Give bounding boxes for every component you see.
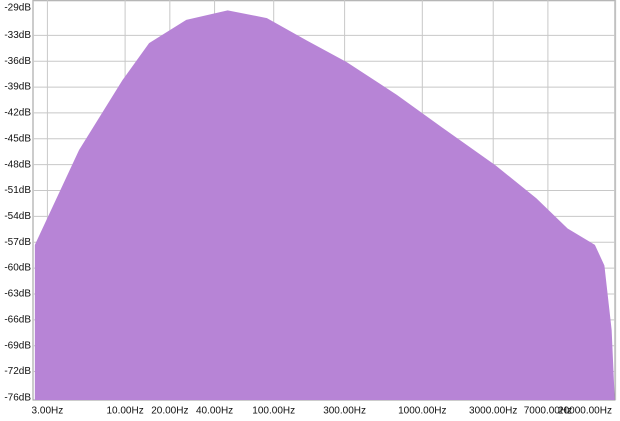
y-tick-label: -29dB — [4, 3, 31, 14]
y-tick-label: -72dB — [4, 366, 31, 377]
x-tick-label: 10.00Hz — [106, 406, 143, 417]
y-tick-label: -48dB — [4, 159, 31, 170]
y-tick-label: -63dB — [4, 289, 31, 300]
x-tick-label: 3.00Hz — [32, 406, 64, 417]
x-tick-label: 3000.00Hz — [469, 406, 517, 417]
y-tick-label: -57dB — [4, 237, 31, 248]
x-tick-label: 100.00Hz — [252, 406, 295, 417]
y-tick-label: -66dB — [4, 314, 31, 325]
y-tick-label: -76dB — [4, 393, 31, 404]
y-tick-label: -51dB — [4, 185, 31, 196]
y-tick-label: -42dB — [4, 108, 31, 119]
y-tick-label: -33dB — [4, 30, 31, 41]
x-tick-label: 1000.00Hz — [398, 406, 446, 417]
x-tick-label: 20.00Hz — [151, 406, 188, 417]
x-tick-label: 40.00Hz — [196, 406, 233, 417]
x-tick-label: 20000.00Hz — [558, 406, 612, 417]
x-tick-label: 300.00Hz — [323, 406, 366, 417]
y-tick-label: -45dB — [4, 133, 31, 144]
y-tick-label: -69dB — [4, 340, 31, 351]
spectrum-area — [34, 10, 615, 401]
y-tick-label: -36dB — [4, 56, 31, 67]
x-tick-label: 7000.00Hz — [524, 406, 572, 417]
y-tick-label: -39dB — [4, 82, 31, 93]
y-tick-label: -60dB — [4, 263, 31, 274]
y-tick-label: -54dB — [4, 211, 31, 222]
